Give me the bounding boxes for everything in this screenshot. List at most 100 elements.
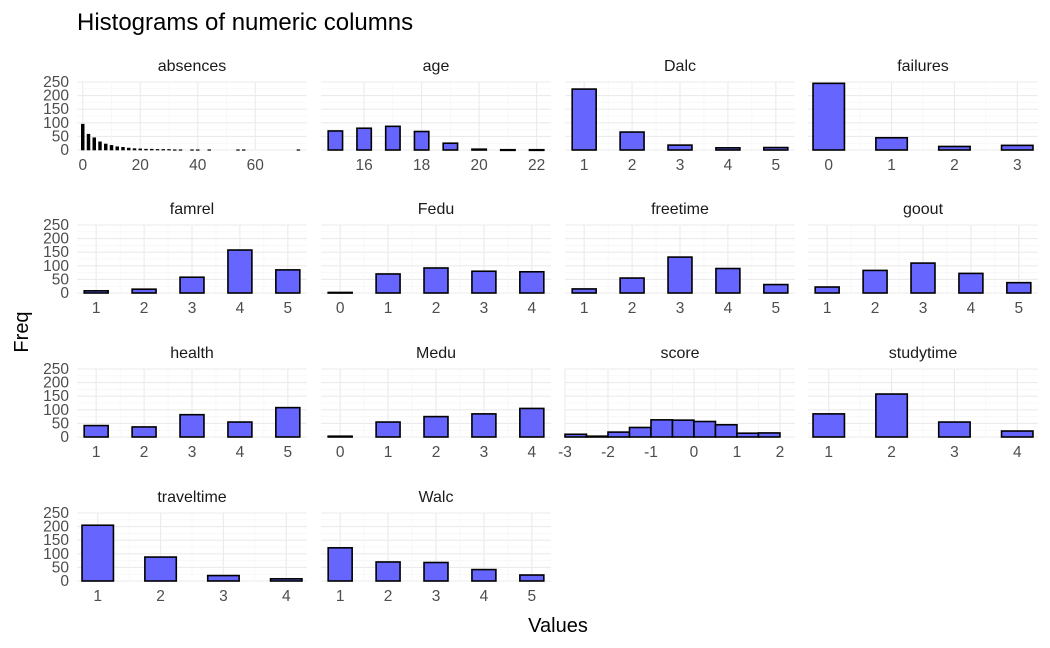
histogram-bar: [92, 137, 96, 151]
x-tick-label: 5: [772, 157, 781, 174]
histogram-bar: [958, 272, 984, 294]
facet-label: Dalc: [664, 58, 696, 75]
histogram-bar: [812, 82, 846, 151]
facet-label: studytime: [889, 345, 958, 362]
x-tick-label: 1: [887, 157, 896, 174]
x-tick-label: 3: [676, 300, 685, 317]
histogram-bar: [150, 148, 154, 151]
histogram-bar: [671, 419, 695, 438]
y-tick-label: 250: [43, 74, 69, 91]
panel-freetime: freetime 1 2 3 4 5: [565, 201, 795, 317]
x-tick-label: 3: [919, 300, 928, 317]
x-tick-label: 2: [628, 157, 637, 174]
facet-label: health: [170, 345, 214, 362]
x-axis-title: Values: [528, 615, 588, 637]
x-tick-label: 0: [336, 444, 345, 461]
x-tick-label: 16: [356, 157, 373, 174]
histogram-bar: [471, 270, 497, 294]
histogram-bar: [571, 88, 597, 151]
panel-failures: failures 0 1 2 3: [808, 58, 1038, 174]
x-tick-label: 2: [432, 300, 441, 317]
chart-title: Histograms of numeric columns: [77, 9, 413, 36]
facet-label: freetime: [651, 201, 709, 218]
facet-label: absences: [158, 58, 227, 75]
y-tick-label: 50: [52, 559, 70, 576]
x-tick-label: 18: [413, 157, 430, 174]
x-tick-label: -2: [601, 444, 615, 461]
y-tick-label: 0: [60, 573, 69, 590]
histogram-bar: [763, 146, 789, 151]
x-tick-label: 1: [384, 300, 393, 317]
histogram-bar: [519, 574, 545, 582]
y-tick-label: 250: [43, 217, 69, 234]
y-tick-label: 250: [43, 361, 69, 378]
x-tick-label: 1: [580, 157, 589, 174]
x-tick-label: 60: [247, 157, 265, 174]
x-tick-label: 4: [282, 588, 291, 605]
panel-studytime: studytime 1 2 3 4: [808, 345, 1038, 461]
histogram-bar: [471, 568, 497, 582]
histogram-bar: [571, 288, 597, 294]
histogram-bar: [327, 130, 344, 151]
histogram-bar: [327, 435, 353, 438]
histogram-bar: [138, 148, 142, 151]
histogram-bar: [86, 133, 91, 151]
y-tick-label: 100: [43, 258, 69, 275]
facet-label: traveltime: [157, 489, 226, 506]
x-tick-label: 1: [336, 588, 345, 605]
x-tick-label: 2: [628, 300, 637, 317]
histogram-bar: [812, 413, 846, 438]
histogram-bar: [667, 256, 693, 294]
histogram-bar: [155, 149, 160, 151]
histogram-bar: [384, 125, 401, 151]
histogram-bar: [619, 277, 645, 294]
histogram-bar: [519, 270, 545, 294]
x-tick-label: 3: [188, 444, 197, 461]
x-tick-label: 3: [219, 588, 228, 605]
y-tick-label: 200: [43, 519, 69, 536]
histogram-bar: [81, 524, 115, 582]
histogram-bar: [442, 142, 459, 151]
x-tick-label: 3: [188, 300, 197, 317]
y-tick-label: 0: [60, 429, 69, 446]
histogram-bar: [275, 406, 301, 438]
facet-label: famrel: [170, 201, 214, 218]
x-tick-label: 2: [384, 588, 393, 605]
histogram-bar: [144, 148, 148, 151]
x-tick-label: 2: [140, 300, 149, 317]
histogram-bar: [131, 426, 157, 438]
histogram-bar: [327, 547, 353, 582]
x-tick-label: 1: [93, 588, 102, 605]
y-tick-label: 0: [60, 142, 69, 159]
histogram-bar: [619, 131, 645, 151]
x-tick-label: 5: [528, 588, 537, 605]
y-tick-label: 50: [52, 128, 70, 145]
x-tick-label: 2: [887, 444, 896, 461]
panel-walc: Walc 1 2 3 4 5: [321, 489, 551, 605]
x-tick-label: 4: [528, 444, 537, 461]
x-tick-label: -3: [558, 444, 572, 461]
histogram-bar: [937, 145, 971, 151]
panel-goout: goout 1 2 3 4 5: [808, 201, 1038, 317]
x-tick-label: 1: [92, 444, 101, 461]
x-tick-label: 4: [528, 300, 537, 317]
histogram-bar: [763, 283, 789, 294]
facet-label: score: [660, 345, 699, 362]
y-tick-label: 150: [43, 101, 69, 118]
histogram-bar: [875, 136, 909, 151]
x-tick-label: 2: [140, 444, 149, 461]
y-tick-label: 200: [43, 231, 69, 248]
histogram-bar: [81, 123, 85, 151]
histogram-bar: [607, 431, 631, 438]
x-tick-label: 1: [92, 300, 101, 317]
histogram-bar: [131, 288, 157, 294]
x-tick-label: 20: [132, 157, 150, 174]
histogram-bar: [736, 432, 760, 438]
histogram-bar: [207, 149, 211, 151]
y-tick-label: 150: [43, 532, 69, 549]
histogram-bar: [715, 267, 741, 294]
histogram-bar: [179, 276, 205, 294]
